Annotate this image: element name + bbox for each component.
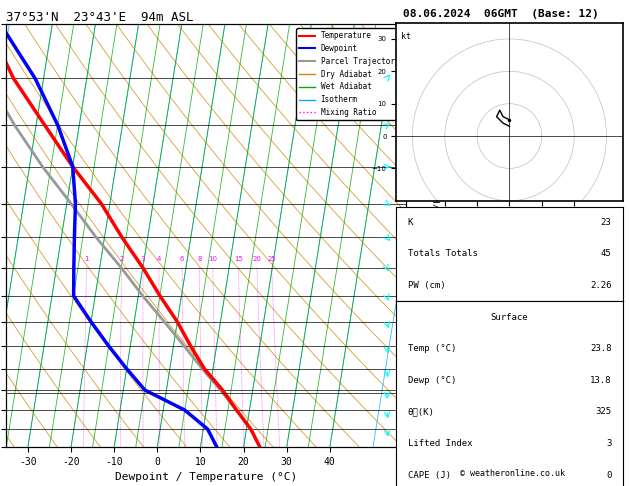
Text: 25: 25 bbox=[267, 256, 276, 262]
Text: kt: kt bbox=[401, 32, 411, 41]
Text: 15: 15 bbox=[234, 256, 243, 262]
Text: Dewp (°C): Dewp (°C) bbox=[408, 376, 456, 385]
Y-axis label: km
ASL: km ASL bbox=[425, 236, 440, 255]
Text: 13.8: 13.8 bbox=[590, 376, 611, 385]
Text: 1: 1 bbox=[84, 256, 89, 262]
Text: 23.8: 23.8 bbox=[590, 344, 611, 353]
Text: Surface: Surface bbox=[491, 312, 528, 322]
Text: 3: 3 bbox=[141, 256, 145, 262]
Text: LCL: LCL bbox=[410, 388, 425, 398]
Text: K: K bbox=[408, 218, 413, 227]
Text: 08.06.2024  06GMT  (Base: 12): 08.06.2024 06GMT (Base: 12) bbox=[403, 9, 598, 19]
Text: 0: 0 bbox=[606, 470, 611, 480]
Text: CAPE (J): CAPE (J) bbox=[408, 470, 450, 480]
Text: Totals Totals: Totals Totals bbox=[408, 249, 477, 259]
Text: θᴇ(K): θᴇ(K) bbox=[408, 407, 435, 417]
Text: 20: 20 bbox=[252, 256, 262, 262]
X-axis label: Dewpoint / Temperature (°C): Dewpoint / Temperature (°C) bbox=[115, 472, 298, 483]
Text: Mixing Ratio (g/kg): Mixing Ratio (g/kg) bbox=[433, 188, 443, 283]
Text: PW (cm): PW (cm) bbox=[408, 281, 445, 290]
Text: 6: 6 bbox=[180, 256, 184, 262]
Text: 8: 8 bbox=[197, 256, 201, 262]
Text: 45: 45 bbox=[601, 249, 611, 259]
Text: Lifted Index: Lifted Index bbox=[408, 439, 472, 448]
Text: 3: 3 bbox=[606, 439, 611, 448]
Text: 2: 2 bbox=[120, 256, 124, 262]
Text: 10: 10 bbox=[208, 256, 218, 262]
Text: 23: 23 bbox=[601, 218, 611, 227]
Text: 37°53'N  23°43'E  94m ASL: 37°53'N 23°43'E 94m ASL bbox=[6, 11, 194, 24]
Legend: Temperature, Dewpoint, Parcel Trajectory, Dry Adiabat, Wet Adiabat, Isotherm, Mi: Temperature, Dewpoint, Parcel Trajectory… bbox=[296, 28, 403, 120]
Text: 2.26: 2.26 bbox=[590, 281, 611, 290]
Text: © weatheronline.co.uk: © weatheronline.co.uk bbox=[460, 469, 565, 478]
Text: 4: 4 bbox=[157, 256, 161, 262]
Text: 325: 325 bbox=[595, 407, 611, 417]
Text: Temp (°C): Temp (°C) bbox=[408, 344, 456, 353]
